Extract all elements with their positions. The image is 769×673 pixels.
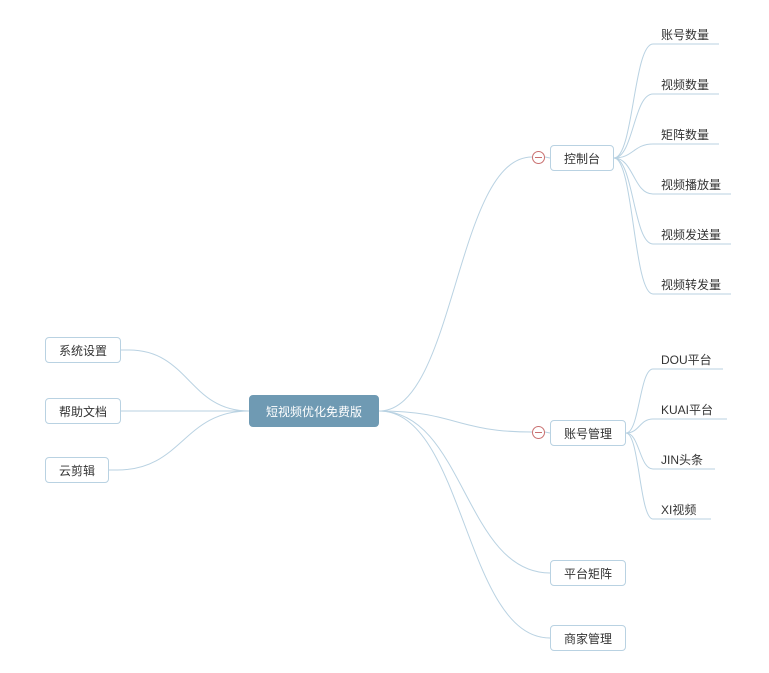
node-label: 平台矩阵 (564, 565, 612, 582)
leaf-send-count[interactable]: 视频发送量 (661, 226, 721, 243)
leaf-jin[interactable]: JIN头条 (661, 451, 703, 468)
node-sys-settings[interactable]: 系统设置 (45, 337, 121, 363)
leaf-xi[interactable]: XI视频 (661, 501, 696, 518)
node-platform-matrix[interactable]: 平台矩阵 (550, 560, 626, 586)
leaf-matrix-count[interactable]: 矩阵数量 (661, 126, 709, 143)
leaf-kuai[interactable]: KUAI平台 (661, 401, 713, 418)
node-label: 系统设置 (59, 342, 107, 359)
leaf-dou[interactable]: DOU平台 (661, 351, 712, 368)
collapse-icon[interactable] (532, 426, 545, 439)
collapse-icon[interactable] (532, 151, 545, 164)
node-label: 控制台 (564, 150, 600, 167)
leaf-fwd-count[interactable]: 视频转发量 (661, 276, 721, 293)
leaf-play-count[interactable]: 视频播放量 (661, 176, 721, 193)
node-console[interactable]: 控制台 (550, 145, 614, 171)
node-help-docs[interactable]: 帮助文档 (45, 398, 121, 424)
node-label: 云剪辑 (59, 462, 95, 479)
node-label: 帮助文档 (59, 403, 107, 420)
node-acct-mgmt[interactable]: 账号管理 (550, 420, 626, 446)
root-node[interactable]: 短视频优化免费版 (249, 395, 379, 427)
leaf-acct-count[interactable]: 账号数量 (661, 26, 709, 43)
node-merchant-mgmt[interactable]: 商家管理 (550, 625, 626, 651)
leaf-video-count[interactable]: 视频数量 (661, 76, 709, 93)
node-label: 短视频优化免费版 (266, 403, 362, 420)
node-cloud-clip[interactable]: 云剪辑 (45, 457, 109, 483)
node-label: 账号管理 (564, 425, 612, 442)
node-label: 商家管理 (564, 630, 612, 647)
